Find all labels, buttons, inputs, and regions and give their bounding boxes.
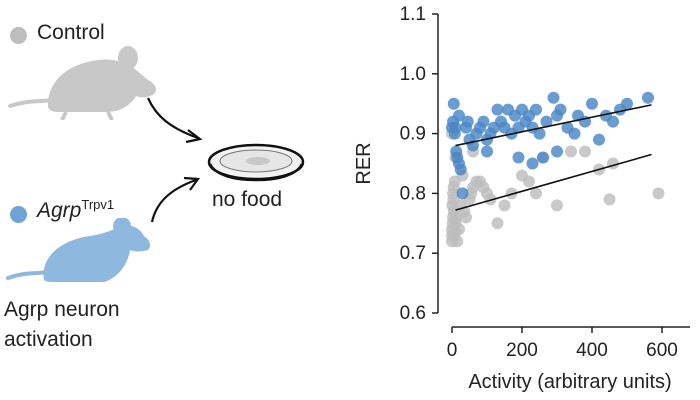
control-point: [453, 223, 465, 236]
arrows: [146, 97, 203, 223]
agrp-point: [530, 103, 542, 116]
control-point: [505, 187, 518, 200]
x-axis-title: Activity (arbitrary units): [468, 371, 671, 393]
y-tick-label: 0.9: [400, 124, 426, 145]
x-tick-label: 400: [576, 340, 608, 361]
agrp-point: [551, 145, 563, 158]
agrp-fit-line: [455, 104, 652, 147]
agrp-point: [447, 97, 460, 110]
legend-control-label: Control: [37, 21, 105, 44]
control-mouse-icon: [8, 46, 156, 120]
agrp-point: [540, 115, 553, 128]
control-fit-line: [455, 153, 652, 211]
control-point: [451, 235, 464, 248]
agrp-point: [547, 91, 560, 104]
agrp-point: [454, 163, 467, 176]
agrp-point: [568, 127, 581, 140]
agrp-point: [586, 97, 598, 110]
axes-layer: 0.6 0.7 0.8 0.9 1.0 1.1 0 200 400 600 Activity (ar…: [353, 4, 690, 393]
y-tick-label: 1.0: [400, 64, 426, 85]
dish-icon: [207, 143, 305, 182]
control-point: [579, 145, 591, 158]
legend-control-dot: [10, 27, 27, 44]
legend-agrp-dot: [10, 206, 27, 223]
agrp-point: [526, 157, 539, 170]
y-axis-title: RER: [353, 142, 375, 184]
control-point: [603, 193, 616, 206]
fit-lines-layer: [455, 104, 652, 211]
agrp-point: [481, 145, 493, 158]
agrp-point: [453, 109, 465, 122]
caption-line-2: activation: [4, 328, 93, 351]
agrp-point: [533, 127, 546, 140]
agrp-point: [642, 91, 654, 104]
x-tick-label: 200: [506, 340, 538, 361]
control-point: [523, 175, 535, 188]
control-point: [530, 187, 542, 200]
control-point: [551, 199, 563, 212]
agrp-point: [512, 151, 525, 164]
legend-agrp-superscript: Trpv1: [81, 197, 115, 212]
agrp-point: [554, 103, 567, 116]
control-point: [484, 193, 497, 206]
control-point: [652, 187, 665, 200]
legend-agrp-label: AgrpTrpv1: [37, 197, 114, 223]
x-tick-label: 0: [447, 340, 458, 361]
control-point: [460, 211, 472, 224]
agrp-point: [607, 115, 619, 128]
agrp-point: [537, 151, 549, 164]
y-tick-label: 1.1: [400, 4, 426, 25]
agrp-mouse-icon: [6, 218, 151, 282]
control-point: [491, 217, 504, 230]
y-tick-label: 0.8: [400, 183, 426, 204]
y-tick-label: 0.6: [400, 303, 426, 324]
agrp-point: [461, 115, 474, 128]
food-label: no food: [212, 188, 283, 211]
points-layer: [446, 91, 665, 248]
agrp-point: [491, 103, 504, 116]
agrp-point: [456, 187, 469, 200]
x-tick-label: 600: [646, 340, 678, 361]
control-point: [498, 199, 511, 212]
caption-line-1: Agrp neuron: [4, 298, 120, 321]
agrp-point: [593, 133, 605, 146]
agrp-point: [621, 97, 633, 110]
control-point: [565, 145, 577, 158]
legend-agrp-name: Agrp: [37, 199, 82, 222]
agrp-point: [449, 121, 462, 134]
y-tick-label: 0.7: [400, 243, 426, 264]
agrp-point: [477, 115, 490, 128]
